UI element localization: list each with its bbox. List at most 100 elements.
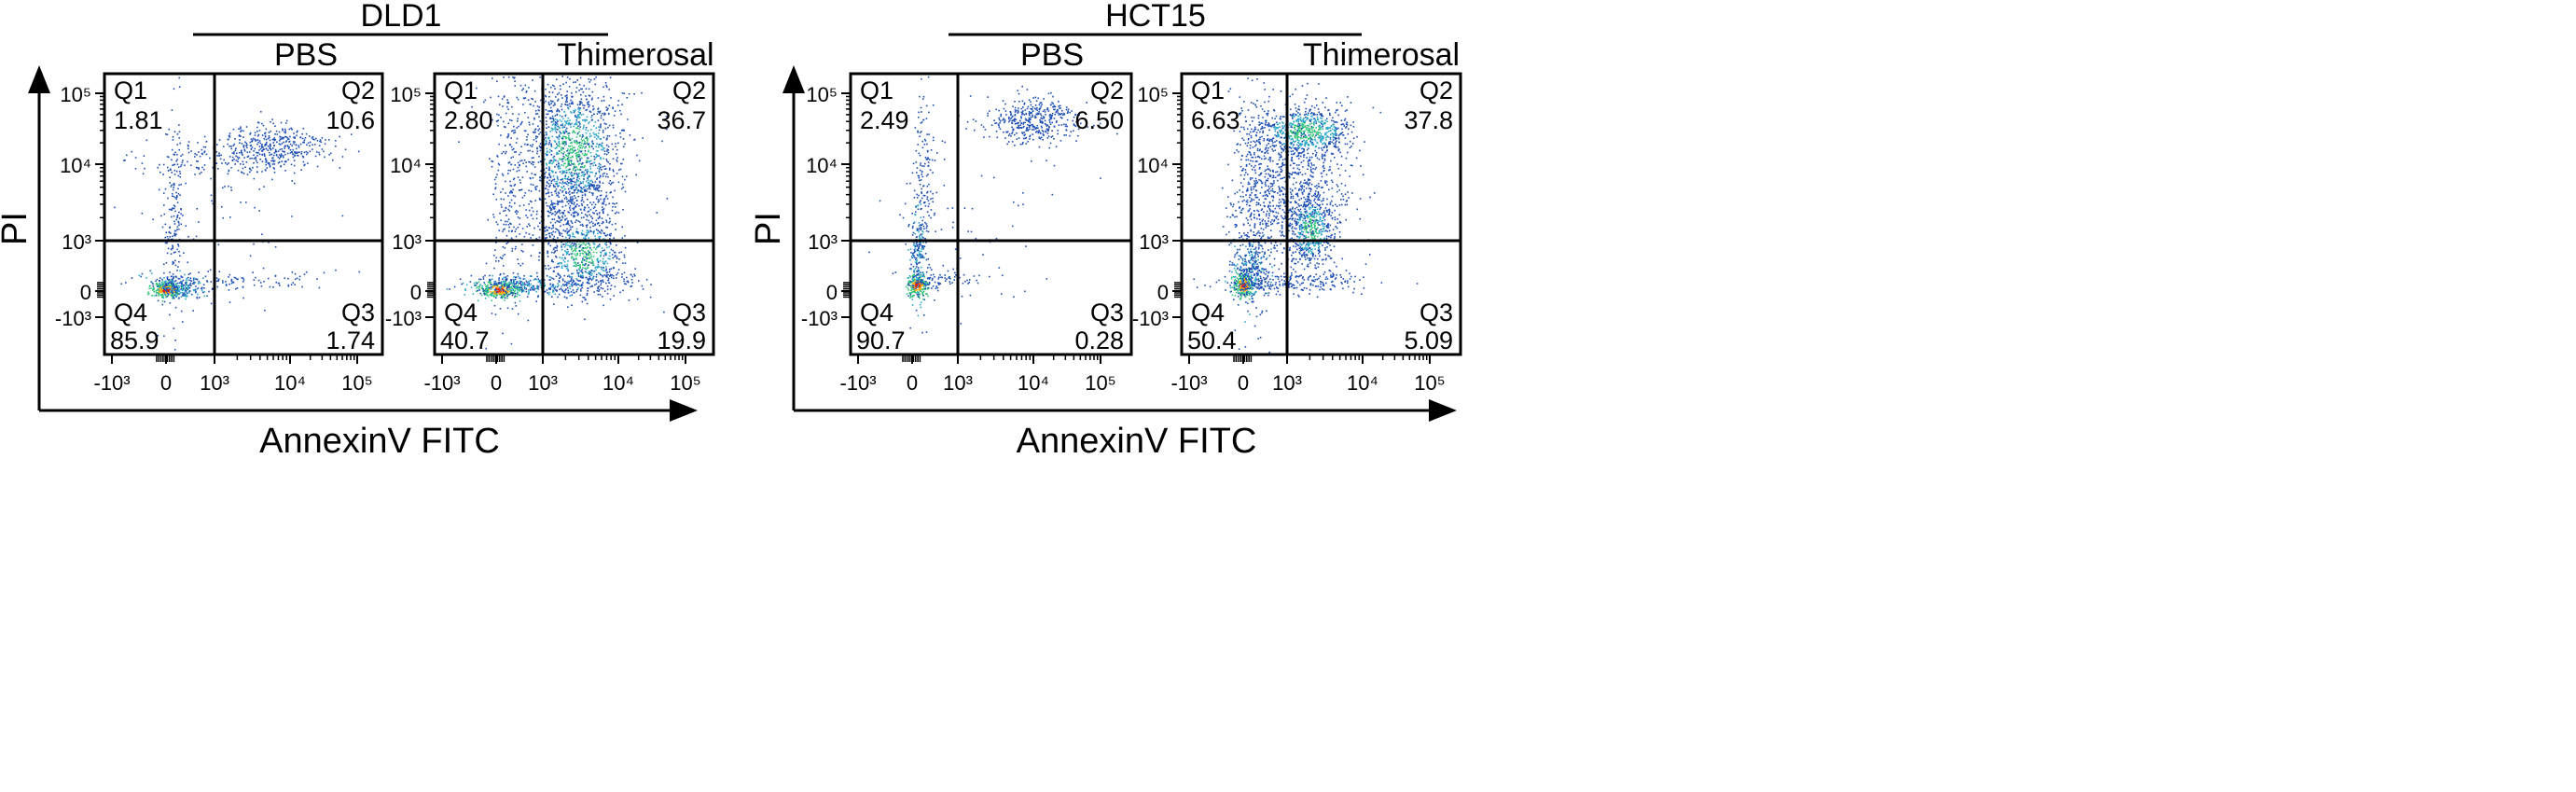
event-dot	[173, 282, 174, 284]
event-dot	[283, 151, 285, 153]
event-dot	[172, 235, 173, 238]
event-dot	[592, 108, 594, 111]
event-dot	[605, 243, 607, 246]
event-dot	[559, 201, 561, 202]
event-dot	[300, 153, 302, 155]
event-dot	[615, 153, 617, 155]
event-dot	[566, 248, 569, 251]
event-dot	[569, 146, 571, 147]
event-dot	[170, 186, 173, 188]
event-dot	[589, 132, 591, 135]
event-dot	[536, 287, 538, 289]
event-dot	[268, 136, 270, 139]
event-dot	[249, 171, 251, 174]
event-dot	[561, 278, 564, 280]
event-dot	[527, 133, 529, 136]
event-dot	[332, 159, 334, 161]
event-dot	[605, 226, 607, 229]
event-dot	[568, 138, 570, 141]
event-dot	[514, 164, 517, 166]
event-dot	[925, 283, 927, 285]
event-dot	[575, 169, 576, 172]
event-dot	[606, 233, 609, 236]
event-dot	[490, 284, 492, 286]
event-dot	[175, 160, 178, 162]
event-dot	[235, 287, 237, 290]
event-dot	[588, 174, 590, 176]
event-dot	[922, 246, 925, 248]
event-dot	[578, 185, 580, 188]
event-dot	[608, 269, 611, 271]
event-dot	[922, 237, 924, 239]
event-dot	[291, 271, 294, 273]
event-dot	[507, 101, 509, 104]
event-dot	[547, 210, 548, 213]
event-dot	[596, 196, 599, 198]
event-dot	[583, 216, 585, 218]
event-dot	[178, 278, 181, 280]
event-dot	[914, 257, 916, 259]
event-dot	[602, 147, 604, 149]
event-dot	[598, 288, 601, 291]
event-dot	[494, 249, 496, 251]
event-dot	[593, 270, 595, 272]
event-dot	[565, 122, 568, 125]
event-dot	[547, 176, 549, 179]
event-dot	[576, 253, 578, 256]
event-dot	[157, 285, 159, 287]
event-dot	[178, 288, 180, 291]
event-dot	[571, 187, 573, 188]
event-dot	[589, 271, 591, 273]
event-dot	[558, 265, 560, 268]
event-dot	[506, 275, 509, 277]
event-dot	[518, 262, 519, 265]
event-dot	[580, 274, 582, 276]
event-dot	[581, 142, 583, 145]
event-dot	[221, 162, 223, 164]
event-dot	[577, 190, 579, 193]
event-dot	[281, 142, 284, 145]
event-dot	[527, 144, 529, 146]
event-dot	[193, 281, 195, 284]
event-dot	[602, 132, 604, 133]
event-dot	[568, 149, 571, 152]
event-dot	[916, 243, 918, 246]
event-dot	[910, 252, 912, 254]
event-dot	[164, 280, 167, 283]
event-dot	[229, 283, 230, 285]
event-dot	[568, 164, 570, 166]
event-dot	[528, 291, 530, 293]
event-dot	[283, 137, 284, 139]
event-dot	[208, 290, 210, 293]
event-dot	[282, 155, 284, 157]
event-dot	[574, 173, 575, 174]
event-dot	[561, 241, 562, 243]
event-dot	[519, 123, 522, 126]
event-dot	[282, 128, 284, 131]
event-dot	[237, 160, 239, 162]
event-dot	[582, 180, 585, 183]
event-dot	[913, 221, 916, 224]
event-dot	[185, 294, 187, 297]
event-dot	[602, 267, 604, 269]
event-dot	[520, 122, 522, 125]
event-dot	[577, 195, 579, 198]
event-dot	[556, 182, 559, 185]
event-dot	[593, 159, 596, 160]
event-dot	[274, 275, 277, 277]
event-dot	[624, 262, 627, 264]
event-dot	[574, 247, 576, 250]
event-dot	[561, 181, 564, 183]
event-dot	[567, 106, 569, 109]
event-dot	[581, 249, 583, 251]
event-dot	[181, 285, 184, 287]
event-dot	[298, 275, 301, 278]
event-dot	[602, 260, 604, 263]
event-dot	[166, 276, 169, 279]
event-dot	[518, 282, 520, 285]
event-dot	[173, 285, 176, 288]
event-dot	[556, 177, 559, 179]
event-dot	[249, 141, 252, 144]
event-dot	[215, 162, 218, 164]
event-dot	[568, 132, 571, 134]
